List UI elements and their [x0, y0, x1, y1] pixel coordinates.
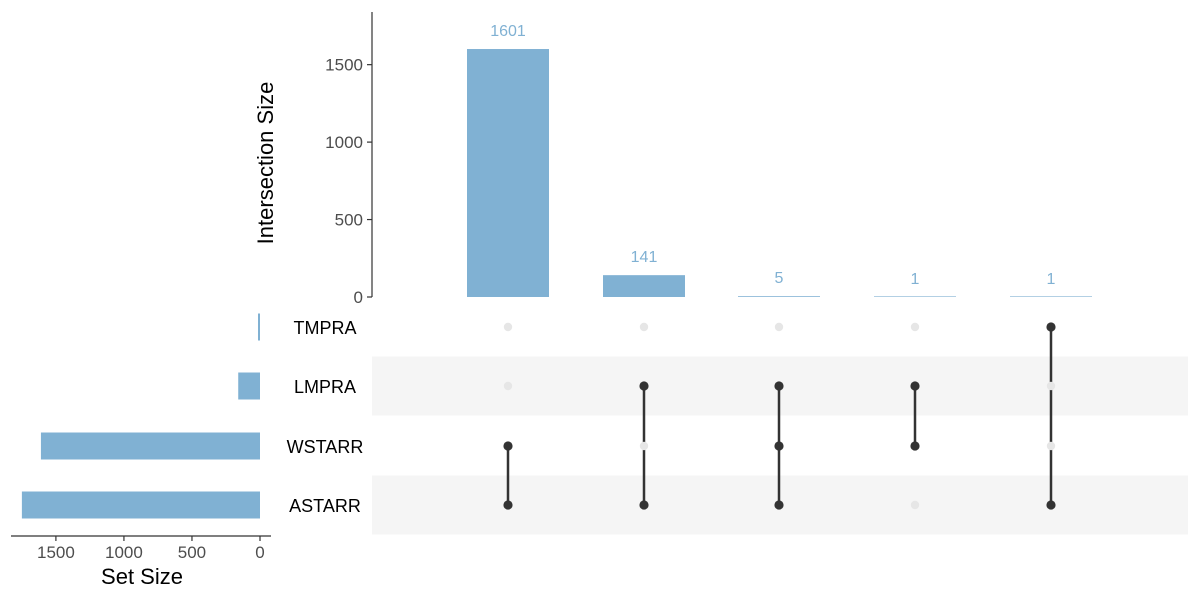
matrix-dot-inactive	[503, 381, 513, 391]
matrix-dot-inactive	[503, 322, 513, 332]
matrix-dot-inactive	[639, 441, 649, 451]
set-name-label: TMPRA	[294, 318, 357, 338]
matrix-dot-active	[639, 381, 649, 391]
matrix-dot-inactive	[910, 500, 920, 510]
matrix-dot-inactive	[910, 322, 920, 332]
set-name-label: LMPRA	[294, 377, 356, 397]
matrix-dot-active	[774, 441, 784, 451]
intersection-bar-value-label: 1	[911, 271, 920, 288]
matrix-dot-active	[774, 500, 784, 510]
matrix-dot-active	[503, 441, 513, 451]
matrix-dot-inactive	[1046, 381, 1056, 391]
intersection-bar-value-label: 1	[1047, 271, 1056, 288]
set-size-bar	[258, 313, 260, 341]
intersection-bar	[603, 275, 685, 297]
matrix-dot-active	[910, 441, 920, 451]
matrix-dot-active	[1046, 500, 1056, 510]
matrix-dot-active	[774, 381, 784, 391]
matrix-dot-active	[1046, 322, 1056, 332]
intersection-bar	[738, 296, 820, 297]
intersection-bar-value-label: 141	[631, 249, 658, 266]
matrix-dot-inactive	[774, 322, 784, 332]
set-size-bar	[238, 372, 260, 400]
intersection-bar	[874, 296, 956, 297]
set-size-x-tick-label: 500	[178, 543, 206, 562]
matrix-dot-inactive	[639, 322, 649, 332]
matrix-dot-active	[639, 500, 649, 510]
matrix-dot-active	[503, 500, 513, 510]
axes: 0 500 1000 1500 1500 1000 500 0	[11, 12, 373, 562]
matrix-dot-inactive	[1046, 441, 1056, 451]
set-size-bar	[21, 491, 260, 519]
intersection-y-tick-label: 1000	[325, 133, 363, 152]
set-size-bar	[40, 432, 261, 460]
matrix-dot-active	[910, 381, 920, 391]
intersection-bars: 1601 141 5 1 1	[467, 23, 1092, 298]
set-size-x-tick-label: 1000	[105, 543, 143, 562]
intersection-matrix	[503, 322, 1056, 510]
intersection-bar	[467, 49, 549, 298]
intersection-y-tick-label: 1500	[325, 56, 363, 75]
intersection-size-axis-title: Intersection Size	[253, 82, 278, 245]
intersection-bar-value-label: 1601	[490, 23, 526, 40]
intersection-bar	[1010, 296, 1092, 297]
set-size-x-tick-label: 0	[255, 543, 264, 562]
set-size-axis-title: Set Size	[101, 564, 183, 589]
set-name-label: WSTARR	[287, 437, 364, 457]
intersection-bar-value-label: 5	[775, 270, 784, 287]
set-size-bars: TMPRA LMPRA WSTARR ASTARR	[21, 313, 364, 519]
intersection-y-tick-label: 500	[335, 211, 363, 230]
set-size-x-tick-label: 1500	[37, 543, 75, 562]
intersection-y-tick-label: 0	[354, 288, 363, 307]
set-name-label: ASTARR	[289, 496, 361, 516]
